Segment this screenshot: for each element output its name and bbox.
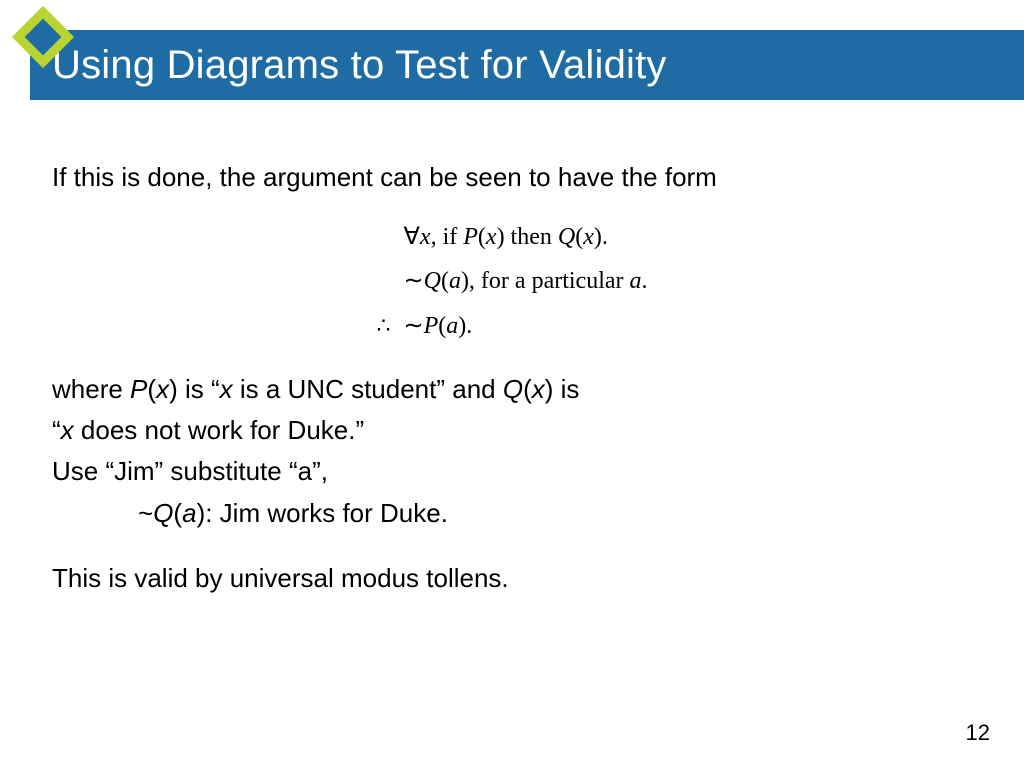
explain-p1: where P(x) is “x is a UNC student” and Q… <box>52 372 972 407</box>
slide-body: If this is done, the argument can be see… <box>52 160 972 596</box>
argument-line3-prefix: ∴ <box>370 304 397 348</box>
slide: Using Diagrams to Test for Validity If t… <box>0 0 1024 768</box>
conclusion-text: This is valid by universal modus tollens… <box>52 561 972 596</box>
explain-p2: “x does not work for Duke.” <box>52 413 972 448</box>
page-number: 12 <box>966 720 990 746</box>
argument-line2: ∼Q(a), for a particular a. <box>397 259 653 303</box>
argument-line1-prefix <box>370 215 397 259</box>
title-bar: Using Diagrams to Test for Validity <box>30 30 1024 100</box>
intro-text: If this is done, the argument can be see… <box>52 160 972 195</box>
argument-line1: ∀x, if P(x) then Q(x). <box>397 215 653 259</box>
explanation: where P(x) is “x is a UNC student” and Q… <box>52 372 972 530</box>
explain-p4: ~Q(a): Jim works for Duke. <box>52 496 972 531</box>
diamond-bullet-icon <box>12 6 74 68</box>
explain-p3: Use “Jim” substitute “a”, <box>52 454 972 489</box>
argument-form: ∀x, if P(x) then Q(x). ∼Q(a), for a part… <box>52 215 972 348</box>
argument-line3: ∼P(a). <box>397 304 653 348</box>
argument-line2-prefix <box>370 259 397 303</box>
slide-title: Using Diagrams to Test for Validity <box>52 43 667 88</box>
